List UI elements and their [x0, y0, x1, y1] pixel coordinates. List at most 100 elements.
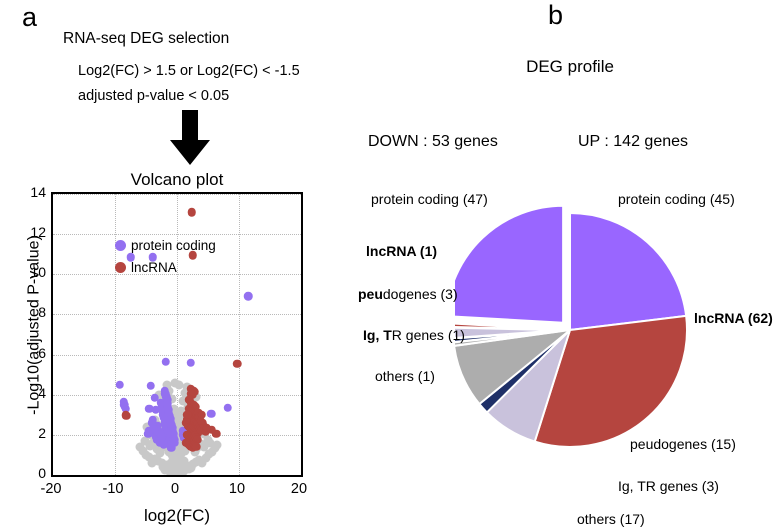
y-tick-label: 10	[30, 264, 46, 281]
pie-slice-label: Ig, TR genes (1)	[363, 327, 465, 343]
legend-label: lncRNA	[131, 259, 177, 275]
scatter-point	[126, 252, 135, 262]
scatter-point	[148, 252, 158, 262]
scatter-point	[206, 409, 216, 419]
y-tick-label: 12	[30, 224, 46, 241]
pie-svg	[455, 204, 688, 448]
deg-criteria-text: Log2(FC) > 1.5 or Log2(FC) < -1.5 adjust…	[78, 59, 300, 109]
volcano-plot-title: Volcano plot	[130, 170, 224, 189]
scatter-point	[197, 410, 207, 420]
scatter-point	[244, 292, 253, 301]
scatter-point	[175, 410, 185, 420]
scatter-point	[135, 442, 145, 452]
x-tick-label: -10	[102, 481, 124, 497]
scatter-point	[174, 418, 184, 428]
scatter-point	[147, 458, 157, 468]
scatter-point	[188, 390, 197, 399]
up-genes-heading: UP : 142 genes	[578, 133, 689, 150]
pie-label-bold-part: Ig, T	[363, 327, 392, 343]
scatter-point	[180, 388, 190, 398]
pie-slice	[533, 314, 688, 448]
scatter-point	[154, 390, 164, 400]
scatter-point	[179, 444, 189, 454]
legend-item: protein coding	[115, 234, 216, 256]
scatter-point	[179, 456, 189, 466]
deg-selection-title: RNA-seq DEG selection	[63, 30, 230, 47]
legend-color-dot	[115, 261, 126, 273]
pie-slice	[455, 204, 565, 324]
scatter-point	[199, 442, 209, 452]
pie-label-bold-part: peu	[358, 286, 383, 302]
scatter-point	[141, 450, 151, 460]
scatter-point	[207, 447, 217, 457]
volcano-y-axis-ticks: 0 2 4 6 8 10 12 14	[0, 184, 46, 481]
panel-b-letter: b	[548, 0, 564, 30]
scatter-point	[169, 469, 179, 475]
scatter-point	[186, 358, 195, 367]
y-tick-label: 14	[30, 184, 46, 200]
pie-slice-label: others (17)	[577, 511, 645, 527]
scatter-point	[148, 415, 158, 425]
volcano-plot-area: protein coding lncRNA	[51, 192, 303, 477]
scatter-point	[223, 403, 233, 412]
scatter-point	[182, 415, 191, 425]
y-tick-label: 4	[38, 384, 46, 401]
scatter-point	[167, 443, 176, 453]
scatter-point	[161, 357, 171, 366]
y-tick-label: 8	[38, 304, 46, 321]
scatter-point	[162, 395, 172, 404]
scatter-point	[150, 393, 159, 402]
scatter-point	[188, 250, 197, 260]
gridline-vertical	[239, 194, 240, 475]
scatter-point	[232, 359, 242, 368]
scatter-point	[144, 426, 154, 436]
down-arrow-icon	[170, 110, 210, 165]
scatter-point	[202, 423, 211, 433]
scatter-point	[211, 429, 221, 439]
pie-slice	[455, 326, 561, 339]
scatter-point	[151, 405, 161, 415]
deg-profile-pie-chart	[455, 195, 735, 475]
scatter-point	[152, 435, 161, 445]
scatter-point	[121, 411, 131, 421]
volcano-x-axis-title: log2(FC)	[143, 506, 211, 525]
x-tick-label: -20	[40, 481, 62, 497]
scatter-point	[182, 410, 192, 420]
scatter-point	[187, 207, 197, 217]
scatter-point	[152, 444, 162, 454]
scatter-point	[145, 441, 155, 451]
scatter-point	[146, 381, 156, 390]
gridline-vertical	[177, 194, 178, 475]
volcano-x-axis-ticks: -20 -10 0 10 20	[41, 481, 308, 503]
scatter-point	[138, 446, 148, 456]
x-tick-label: 20	[290, 481, 308, 497]
scatter-point	[169, 404, 179, 414]
scatter-point	[157, 433, 166, 443]
scatter-point	[174, 456, 184, 466]
scatter-point	[115, 380, 125, 389]
scatter-point	[175, 468, 185, 475]
scatter-point	[191, 442, 201, 452]
scatter-point	[212, 440, 222, 450]
legend-item: lncRNA	[115, 256, 216, 278]
scatter-point	[201, 453, 211, 463]
scatter-point	[191, 402, 200, 411]
volcano-plot: Volcano plot 0 2 4 6 8 10 12 14 protein coding l…	[0, 170, 330, 532]
x-tick-label: 10	[228, 481, 246, 497]
scatter-point	[144, 404, 154, 413]
pie-label-bold-part: lncRNA (62)	[694, 310, 773, 326]
scatter-point	[178, 396, 188, 406]
pie-label-rest: R genes (1)	[391, 327, 465, 343]
down-genes-heading: DOWN : 53 genes	[368, 133, 498, 150]
legend-label: protein coding	[131, 237, 216, 253]
scatter-point	[193, 435, 202, 445]
deg-criteria-line-2: adjusted p-value < 0.05	[78, 88, 230, 104]
legend-color-dot	[115, 239, 126, 251]
gridline-vertical	[115, 194, 116, 475]
pie-slice	[455, 322, 561, 331]
scatter-point	[155, 448, 165, 458]
pie-slice	[455, 330, 561, 347]
scatter-point	[205, 438, 215, 448]
y-tick-label: 0	[38, 465, 46, 481]
pie-slice-label: Ig, TR genes (3)	[618, 478, 719, 494]
